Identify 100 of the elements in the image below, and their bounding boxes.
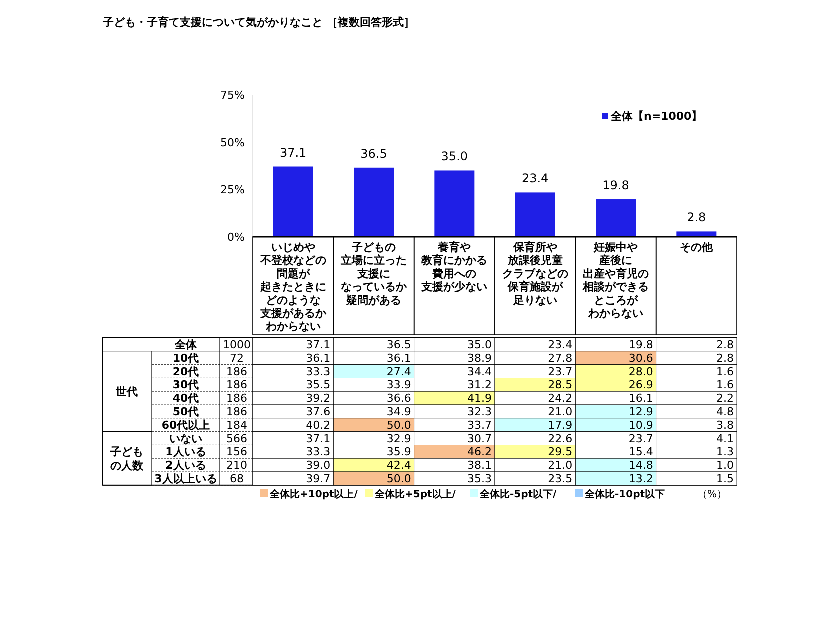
data-label: 1.5 [716,472,734,486]
data-label: 14.8 [628,459,654,472]
data-label: 21.0 [548,406,573,418]
y-tick-label: 75% [220,89,245,102]
chart-title: 子ども・子育て支援について気がかりなこと ［複数回答形式］ [102,16,415,29]
bar [434,170,475,237]
data-label: 2.8 [687,210,706,225]
data-label: 27.4 [386,365,412,378]
y-tick-label: いない [170,432,202,446]
bar [273,166,314,237]
text: 子どもの人数 [110,446,144,473]
data-label: 23.4 [548,338,573,352]
y2-tick-label: 184 [226,418,248,432]
y2-tick-label: 186 [226,406,248,418]
y2-tick-label: 186 [226,378,248,392]
data-label: 42.4 [386,459,412,472]
data-label: 1.6 [716,365,734,378]
legend-label: 全体【n=1000】 [610,110,703,123]
data-label: 34.4 [468,365,492,378]
y2-tick-label: 72 [230,352,244,365]
data-label: 4.8 [716,406,734,418]
y2-tick-label: 156 [226,446,248,459]
data-label: 39.7 [306,472,331,486]
data-label: 39.0 [306,459,331,472]
x-tick-label: いじめや不登校などの問題が起きたときにどのような支援があるかわからない [259,241,328,334]
y2-tick-label: 186 [226,365,248,378]
data-label: 35.5 [306,378,331,392]
data-label: 31.2 [468,378,492,392]
text: 世代 [115,386,138,399]
data-label: 1.6 [716,378,734,392]
y-tick-label: 30代 [172,378,200,392]
text: 全体比-10pt以下 [584,488,666,500]
y-tick-label: 全体 [174,338,198,352]
y2-tick-label: 68 [230,472,244,486]
data-label: 2.8 [716,352,734,365]
y-tick-label: 60代以上 [162,418,210,432]
bar [515,192,556,237]
data-label: 2.8 [716,338,734,352]
data-label: 16.1 [628,392,654,406]
data-label: 15.4 [628,446,654,459]
data-label: 38.1 [468,459,492,472]
bar [354,168,394,237]
y-tick-label: 25% [220,184,245,197]
y-tick-label: 3人以上いる [154,472,218,486]
data-label: 19.8 [602,178,630,193]
y-tick-label: 50代 [172,406,200,418]
x-tick-label: 養育や教育にかかる費用への支援が少ない [420,241,488,294]
data-label: 12.9 [628,406,654,418]
data-label: 33.9 [386,378,412,392]
text: 全体比-5pt以下/ [479,488,558,500]
x-tick-label: 妊娠中や産後に出産や育児の相談ができるところがわからない [582,241,649,320]
data-label: 40.2 [306,418,331,432]
data-label: 24.2 [548,392,573,406]
data-label: 35.3 [468,472,492,486]
data-label: 21.0 [548,459,573,472]
text: 全体比+10pt以上/ [269,488,358,500]
y-tick-label: 50% [220,136,245,150]
x-tick-label: その他 [680,241,714,254]
x-tick-label: 子どもの立場に立った支援になっているか疑問がある [340,241,408,307]
data-label: 23.7 [548,365,573,378]
data-label: 22.6 [548,432,573,446]
data-label: 36.1 [306,352,331,365]
data-label: 37.6 [306,406,331,418]
data-label: 23.4 [522,172,549,186]
data-label: 30.7 [468,432,492,446]
y2-tick-label: 210 [226,459,248,472]
data-label: 41.9 [468,392,492,406]
data-label: 34.9 [386,406,412,418]
bar [676,232,717,237]
data-label: 1.3 [716,446,734,459]
data-label: 10.9 [628,418,654,432]
data-label: 17.9 [548,418,573,432]
data-label: 3.8 [716,418,734,432]
data-label: 36.5 [386,338,412,352]
data-label: 35.0 [468,338,492,352]
text: 全体比+5pt以上/ [374,488,456,500]
data-label: 29.5 [548,446,573,459]
data-label: 32.9 [386,432,412,446]
data-label: 39.2 [306,392,331,406]
data-label: 33.7 [468,418,492,432]
bar [596,200,636,237]
data-label: 26.9 [628,378,654,392]
data-label: 30.6 [628,352,654,365]
data-label: 36.1 [386,352,412,365]
data-label: 50.0 [386,472,412,486]
data-label: 35.0 [441,150,468,164]
data-label: 36.6 [386,392,412,406]
data-label: 38.9 [468,352,492,365]
data-label: 50.0 [386,418,412,432]
data-label: 19.8 [628,338,654,352]
text: （%） [697,489,727,500]
data-label: 27.8 [548,352,573,365]
y2-tick-label: 566 [226,432,248,446]
data-label: 28.0 [628,365,654,378]
y-tick-label: 2人いる [166,459,206,472]
y2-tick-label: 186 [226,392,248,406]
data-label: 32.3 [468,406,492,418]
y-tick-label: 10代 [172,352,200,365]
y2-tick-label: 1000 [223,338,251,352]
data-label: 23.5 [548,472,573,486]
